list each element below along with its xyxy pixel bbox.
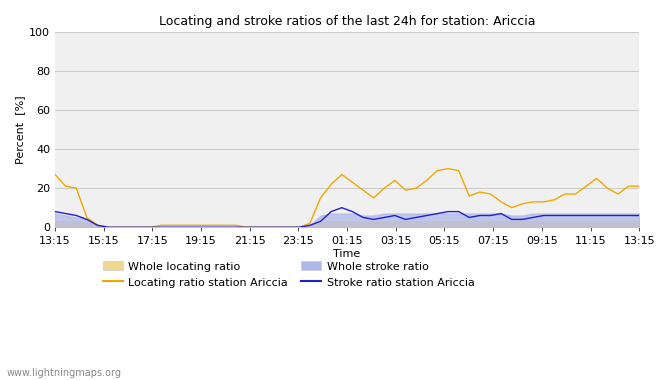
Title: Locating and stroke ratios of the last 24h for station: Ariccia: Locating and stroke ratios of the last 2… xyxy=(159,15,535,28)
Y-axis label: Percent  [%]: Percent [%] xyxy=(15,95,25,164)
X-axis label: Time: Time xyxy=(334,249,360,259)
Legend: Whole locating ratio, Locating ratio station Ariccia, Whole stroke ratio, Stroke: Whole locating ratio, Locating ratio sta… xyxy=(98,256,479,292)
Text: www.lightningmaps.org: www.lightningmaps.org xyxy=(7,368,122,378)
